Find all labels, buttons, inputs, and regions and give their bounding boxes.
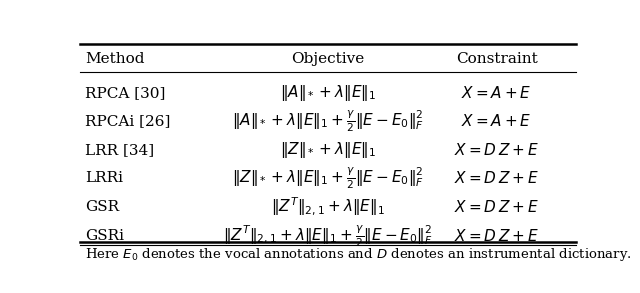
Text: $\|Z^T\|_{2,1} + \lambda \|E\|_1$: $\|Z^T\|_{2,1} + \lambda \|E\|_1$ (271, 196, 385, 218)
Text: Method: Method (85, 52, 145, 66)
Text: $X = D\,Z + E$: $X = D\,Z + E$ (454, 142, 539, 158)
Text: $X = A + E$: $X = A + E$ (461, 113, 532, 129)
Text: $\|Z\|_* + \lambda \|E\|_1$: $\|Z\|_* + \lambda \|E\|_1$ (280, 140, 376, 160)
Text: GSRi: GSRi (85, 229, 124, 243)
Text: $\|A\|_* + \lambda \|E\|_1$: $\|A\|_* + \lambda \|E\|_1$ (280, 83, 376, 103)
Text: RPCAi [26]: RPCAi [26] (85, 114, 170, 128)
Text: LRR [34]: LRR [34] (85, 143, 154, 157)
Text: $X = D\,Z + E$: $X = D\,Z + E$ (454, 171, 539, 186)
Text: Objective: Objective (291, 52, 365, 66)
Text: $\|Z^T\|_{2,1} + \lambda \|E\|_1 + \frac{\gamma}{2} \|E - E_0\|_F^2$: $\|Z^T\|_{2,1} + \lambda \|E\|_1 + \frac… (223, 223, 433, 248)
Text: Constraint: Constraint (456, 52, 538, 66)
Text: Here $E_0$ denotes the vocal annotations and $D$ denotes an instrumental diction: Here $E_0$ denotes the vocal annotations… (85, 246, 632, 263)
Text: $\|A\|_* + \lambda \|E\|_1 + \frac{\gamma}{2} \|E - E_0\|_F^2$: $\|A\|_* + \lambda \|E\|_1 + \frac{\gamm… (232, 108, 424, 134)
Text: $X = D\,Z + E$: $X = D\,Z + E$ (454, 199, 539, 215)
Text: LRRi: LRRi (85, 171, 123, 185)
Text: RPCA [30]: RPCA [30] (85, 86, 165, 100)
Text: GSR: GSR (85, 200, 119, 214)
Text: $\|Z\|_* + \lambda \|E\|_1 + \frac{\gamma}{2} \|E - E_0\|_F^2$: $\|Z\|_* + \lambda \|E\|_1 + \frac{\gamm… (232, 166, 424, 191)
Text: $X = D\,Z + E$: $X = D\,Z + E$ (454, 228, 539, 244)
Text: $X = A + E$: $X = A + E$ (461, 85, 532, 101)
